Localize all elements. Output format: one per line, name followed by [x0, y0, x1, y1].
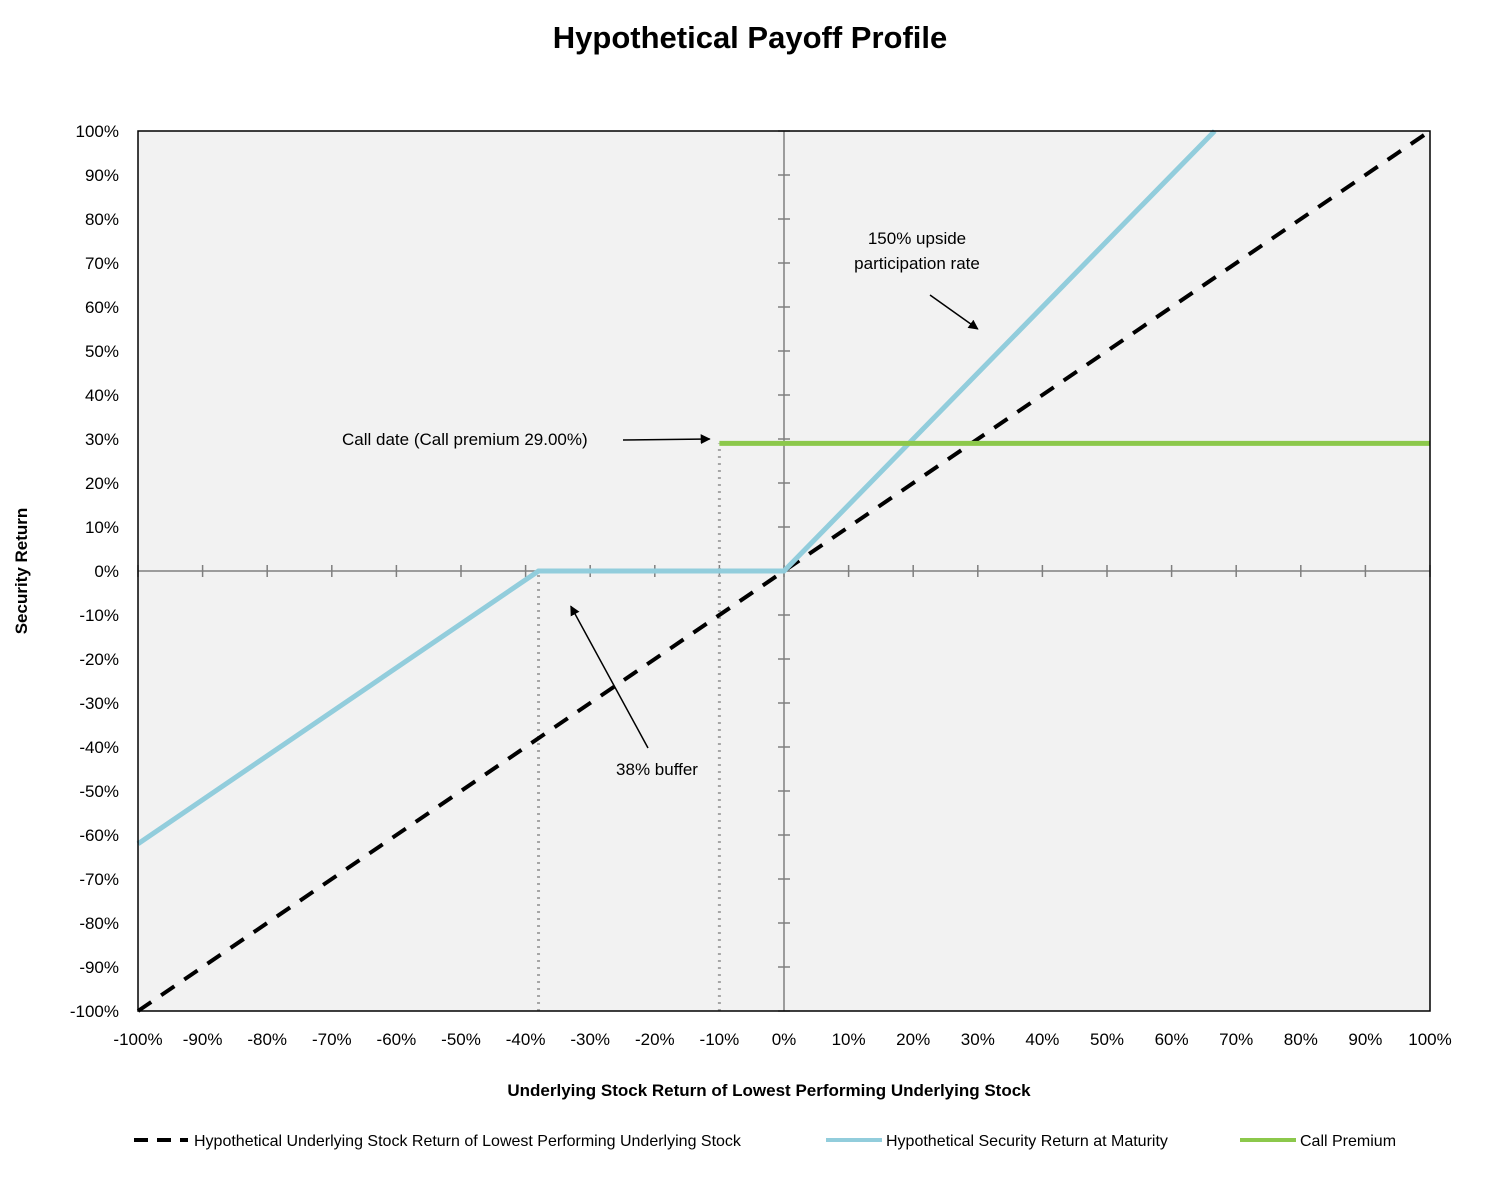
x-tick-label: 10% [832, 1030, 866, 1049]
y-tick-label: -100% [70, 1002, 119, 1021]
series-layer [136, 129, 1432, 1013]
y-tick-label: 20% [85, 474, 119, 493]
y-tick-label: -60% [79, 826, 119, 845]
y-tick-label: -40% [79, 738, 119, 757]
y-tick-label: 100% [76, 122, 119, 141]
x-tick-label: 40% [1025, 1030, 1059, 1049]
y-tick-label: -70% [79, 870, 119, 889]
y-tick-label: -10% [79, 606, 119, 625]
x-tick-label: 70% [1219, 1030, 1253, 1049]
y-tick-label: 50% [85, 342, 119, 361]
x-tick-label: 20% [896, 1030, 930, 1049]
chart-title: Hypothetical Payoff Profile [552, 20, 948, 55]
y-tick-label: 60% [85, 298, 119, 317]
y-tick-label: -30% [79, 694, 119, 713]
x-tick-label: -30% [570, 1030, 610, 1049]
y-tick-label: 90% [85, 166, 119, 185]
x-tick-label: -80% [247, 1030, 287, 1049]
annotation-participation-rate: 150% upside participation rate [854, 229, 980, 330]
annotation-arrow [622, 434, 711, 445]
y-tick-label: 70% [85, 254, 119, 273]
annotation-text: participation rate [854, 254, 980, 273]
x-tick-label: 0% [772, 1030, 797, 1049]
x-tick-label: -10% [700, 1030, 740, 1049]
legend-label-call-premium: Call Premium [1300, 1133, 1396, 1150]
y-tick-label: -20% [79, 650, 119, 669]
x-tick-label: -70% [312, 1030, 352, 1049]
x-tick-label: 100% [1408, 1030, 1451, 1049]
security-return-line [136, 129, 1217, 846]
x-axis-title: Underlying Stock Return of Lowest Perfor… [507, 1081, 1031, 1100]
plot-border [137, 130, 1431, 1012]
legend: Hypothetical Underlying Stock Return of … [134, 1133, 1396, 1150]
y-tick-label: 10% [85, 518, 119, 537]
y-tick-label: -50% [79, 782, 119, 801]
y-tick-label: 80% [85, 210, 119, 229]
annotation-text: 38% buffer [616, 760, 698, 779]
x-tick-label: -50% [441, 1030, 481, 1049]
x-tick-label: 90% [1348, 1030, 1382, 1049]
annotation-layer: 150% upside participation rate Call date (… [342, 229, 980, 779]
legend-label-security: Hypothetical Security Return at Maturity [886, 1133, 1168, 1150]
tick-label-layer: -100% -90% -80% -70% -60% -50% -40% -30% -20% -10… [70, 122, 1452, 1049]
x-tick-label: -90% [183, 1030, 223, 1049]
x-tick-label: -20% [635, 1030, 675, 1049]
y-tick-label: -90% [79, 958, 119, 977]
x-tick-label: 50% [1090, 1030, 1124, 1049]
y-axis-title: Security Return [12, 508, 31, 635]
annotation-arrow [570, 605, 649, 749]
y-tick-label: 30% [85, 430, 119, 449]
y-tick-label: -80% [79, 914, 119, 933]
annotation-arrow [929, 294, 979, 330]
annotation-buffer: 38% buffer [570, 605, 698, 779]
x-tick-label: -60% [377, 1030, 417, 1049]
legend-label-underlying: Hypothetical Underlying Stock Return of … [194, 1133, 742, 1150]
y-tick-label: 40% [85, 386, 119, 405]
x-tick-label: 30% [961, 1030, 995, 1049]
x-tick-label: -100% [113, 1030, 162, 1049]
annotation-call-date: Call date (Call premium 29.00%) [342, 430, 711, 449]
x-tick-label: 60% [1155, 1030, 1189, 1049]
y-tick-label: 0% [94, 562, 119, 581]
annotation-text: 150% upside [868, 229, 966, 248]
x-tick-label: -40% [506, 1030, 546, 1049]
annotation-text: Call date (Call premium 29.00%) [342, 430, 588, 449]
x-tick-label: 80% [1284, 1030, 1318, 1049]
underlying-return-line [136, 129, 1432, 1013]
